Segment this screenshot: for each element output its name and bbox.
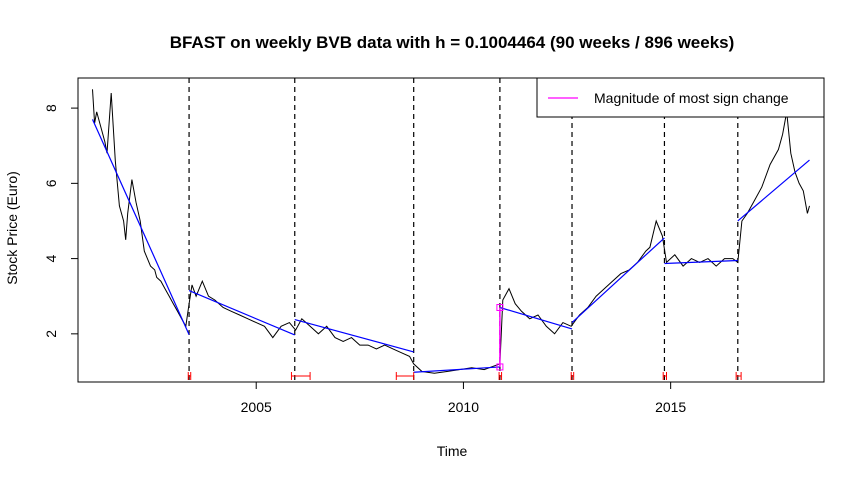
- x-tick-label-2005: 2005: [241, 399, 272, 415]
- y-tick-label-6: 6: [43, 179, 59, 187]
- trend-segment-1: [91, 119, 190, 335]
- trend-segment-3: [294, 318, 414, 353]
- legend-label-magnitude: Magnitude of most sign change: [594, 90, 789, 106]
- y-tick-label-2: 2: [43, 330, 59, 338]
- trend-segments: [91, 119, 810, 373]
- x-axis-label: Time: [437, 443, 468, 459]
- magnitude-point-end: [496, 304, 504, 312]
- y-tick-label-4: 4: [43, 254, 59, 262]
- y-axis-label: Stock Price (Euro): [4, 171, 20, 285]
- magnitude-marker: [496, 304, 504, 371]
- y-axis: 2 4 6 8: [43, 104, 78, 338]
- x-axis: 2005 2010 2015: [241, 382, 686, 415]
- trend-segment-7: [664, 259, 738, 265]
- trend-segment-2: [188, 290, 295, 336]
- x-tick-label-2010: 2010: [448, 399, 479, 415]
- x-tick-label-2015: 2015: [655, 399, 686, 415]
- legend-box: [536, 77, 825, 118]
- legend: Magnitude of most sign change: [536, 77, 825, 118]
- trend-segment-5: [499, 306, 573, 330]
- price-line: [92, 89, 810, 374]
- price-series: [92, 89, 810, 374]
- trend-segment-4: [413, 366, 500, 373]
- magnitude-point-start: [496, 363, 504, 371]
- y-tick-label-8: 8: [43, 104, 59, 112]
- confidence-intervals: [187, 372, 742, 380]
- trend-segment-8: [737, 159, 810, 222]
- chart-title: BFAST on weekly BVB data with h = 0.1004…: [170, 33, 735, 52]
- plot-frame: [77, 77, 825, 383]
- trend-segment-6: [571, 237, 665, 323]
